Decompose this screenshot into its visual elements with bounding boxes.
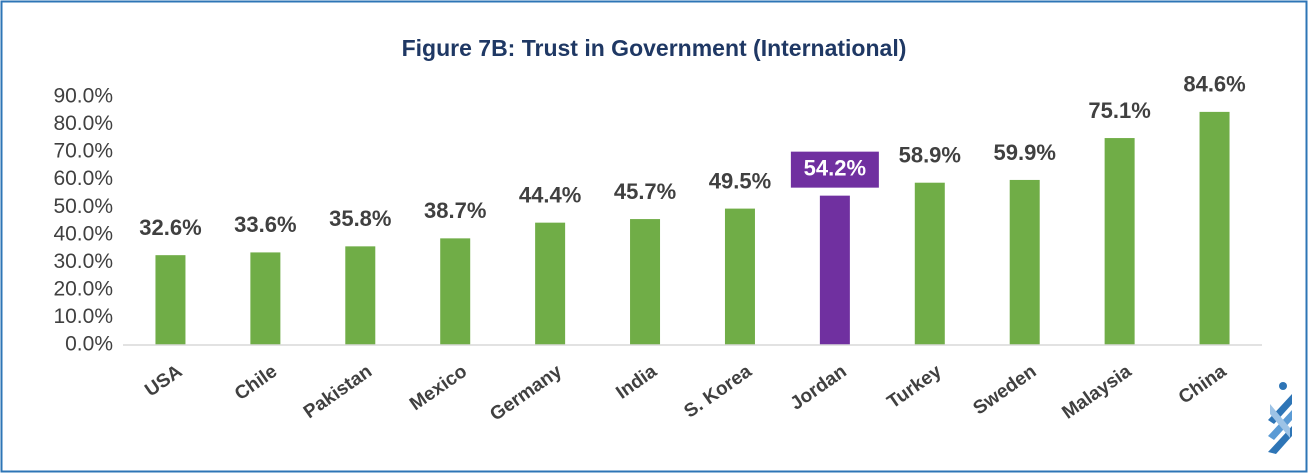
y-tick-label: 80.0%: [53, 112, 113, 135]
bar: [1104, 138, 1135, 345]
bar: [724, 208, 755, 345]
bar: [914, 182, 945, 345]
bar: [155, 255, 186, 345]
value-label: 45.7%: [614, 179, 676, 204]
bar: [1009, 179, 1040, 345]
value-label: 84.6%: [1183, 72, 1245, 97]
y-tick-label: 40.0%: [53, 222, 113, 245]
y-tick-label: 90.0%: [53, 85, 113, 108]
y-tick-label: 60.0%: [53, 167, 113, 190]
bar: [630, 219, 661, 345]
value-label: 32.6%: [139, 215, 201, 240]
bar: [250, 252, 281, 345]
bar: [1199, 111, 1230, 345]
value-label: 44.4%: [519, 182, 581, 207]
y-tick-label: 70.0%: [53, 140, 113, 163]
bar: [535, 222, 566, 345]
y-tick-label: 10.0%: [53, 305, 113, 328]
value-label-box: [790, 151, 879, 188]
bar: [440, 238, 471, 345]
chart-title: Figure 7B: Trust in Government (Internat…: [402, 35, 907, 61]
y-tick-label: 30.0%: [53, 250, 113, 273]
value-label: 75.1%: [1088, 98, 1150, 123]
y-tick-label: 20.0%: [53, 277, 113, 300]
value-label: 38.7%: [424, 198, 486, 223]
y-tick-label: 50.0%: [53, 195, 113, 218]
value-label: 33.6%: [234, 212, 296, 237]
value-label: 58.9%: [899, 143, 961, 168]
value-label: 59.9%: [994, 140, 1056, 165]
bar: [819, 195, 850, 345]
y-tick-label: 0.0%: [65, 333, 113, 356]
value-label: 35.8%: [329, 206, 391, 231]
bar: [345, 246, 376, 345]
logo: [1268, 382, 1292, 454]
value-label: 54.2%: [804, 155, 866, 180]
value-label: 49.5%: [709, 168, 771, 193]
